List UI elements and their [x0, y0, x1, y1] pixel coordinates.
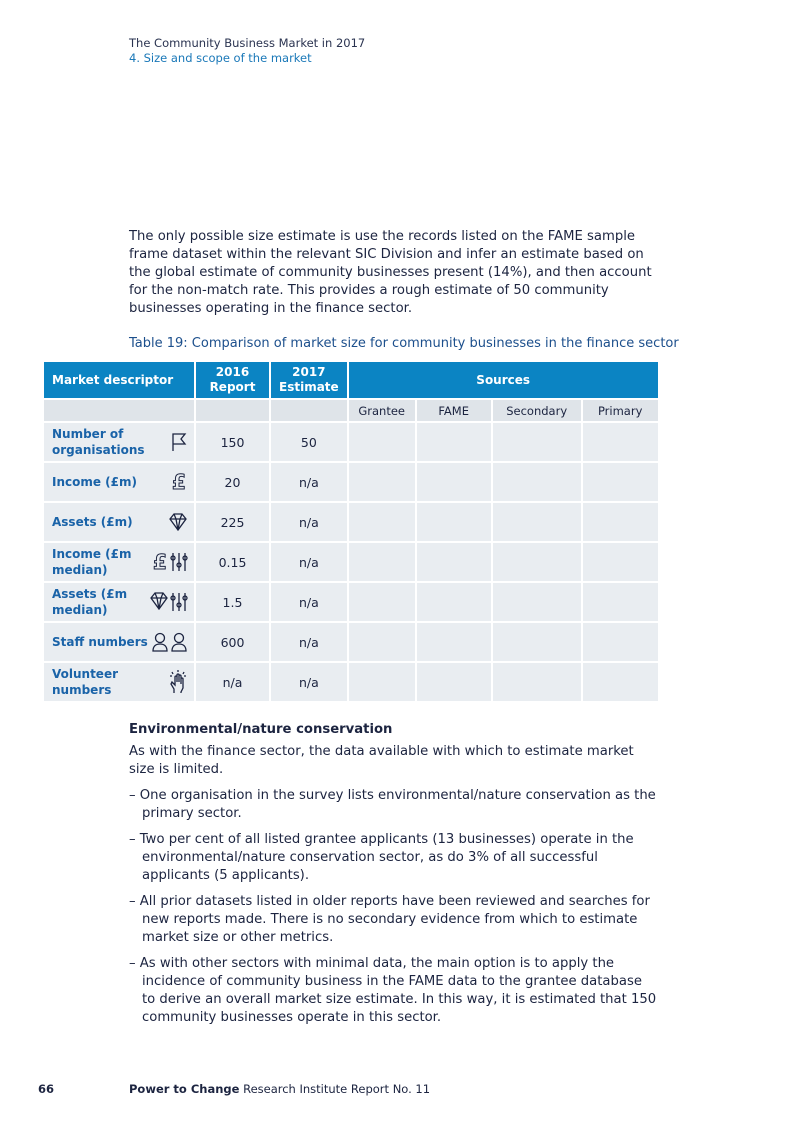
- cell-primary: [582, 583, 658, 621]
- table-row: Assets (£m) 225 n/a: [44, 503, 658, 541]
- value-2017: n/a: [271, 543, 347, 581]
- header-sources: Sources: [348, 362, 658, 398]
- value-2016: 20: [196, 463, 269, 501]
- value-2016: 1.5: [196, 583, 269, 621]
- value-2016: 0.15: [196, 543, 269, 581]
- environmental-section: Environmental/nature conservation As wit…: [129, 722, 659, 1035]
- value-2016: 150: [196, 423, 269, 461]
- row-label: Number of organisations: [44, 423, 194, 461]
- table-row: Number of organisations 150 50: [44, 423, 658, 461]
- cell-fame: [416, 503, 491, 541]
- section-title: 4. Size and scope of the market: [129, 51, 312, 65]
- cell-secondary: [492, 543, 581, 581]
- header-descriptor: Market descriptor: [44, 362, 194, 398]
- cell-fame: [416, 423, 491, 461]
- cell-secondary: [492, 423, 581, 461]
- table-row: Assets (£m median) 1.5 n/a: [44, 583, 658, 621]
- cell-fame: [416, 663, 491, 701]
- sources-subheader: Grantee FAME Secondary Primary: [44, 400, 658, 421]
- cell-grantee: [348, 423, 415, 461]
- cell-primary: [582, 663, 658, 701]
- cell-secondary: [492, 503, 581, 541]
- cell-primary: [582, 503, 658, 541]
- value-2017: n/a: [271, 463, 347, 501]
- value-2016: 225: [196, 503, 269, 541]
- value-2017: n/a: [271, 623, 347, 661]
- table-row: Staff numbers 600 n/a: [44, 623, 658, 661]
- table-row: Income (£m median) £ 0.15 n/a: [44, 543, 658, 581]
- value-2017: n/a: [271, 583, 347, 621]
- running-header: The Community Business Market in 2017 4.…: [129, 36, 365, 66]
- people-icon: [151, 632, 188, 652]
- footer-text: Power to Change Research Institute Repor…: [129, 1082, 431, 1096]
- pound-sliders-icon: £: [151, 551, 188, 573]
- section-paragraph: As with the finance sector, the data ava…: [129, 744, 634, 777]
- cell-grantee: [348, 543, 415, 581]
- market-size-table: Market descriptor 2016 Report 2017 Estim…: [42, 360, 660, 703]
- source-fame: FAME: [416, 400, 491, 421]
- svg-text:£: £: [153, 551, 167, 573]
- table-row: Income (£m) £ 20 n/a: [44, 463, 658, 501]
- cell-grantee: [348, 463, 415, 501]
- diamond-icon: [168, 512, 188, 532]
- intro-paragraph: The only possible size estimate is use t…: [129, 229, 652, 316]
- cell-secondary: [492, 583, 581, 621]
- bullet-item: – As with other sectors with minimal dat…: [129, 956, 657, 1025]
- source-grantee: Grantee: [348, 400, 415, 421]
- pound-icon: £: [170, 471, 188, 493]
- cell-primary: [582, 463, 658, 501]
- cell-fame: [416, 543, 491, 581]
- source-primary: Primary: [582, 400, 658, 421]
- cell-secondary: [492, 463, 581, 501]
- flag-icon: [170, 432, 188, 452]
- header-2017: 2017 Estimate: [271, 362, 347, 398]
- cell-grantee: [348, 503, 415, 541]
- document-title: The Community Business Market in 2017: [129, 36, 366, 50]
- cell-fame: [416, 463, 491, 501]
- section-heading: Environmental/nature conservation: [129, 722, 393, 737]
- page-number: 66: [38, 1082, 55, 1096]
- table-row: Volunteer numbers n/a n/a: [44, 663, 658, 701]
- value-2017: n/a: [271, 503, 347, 541]
- cell-primary: [582, 623, 658, 661]
- row-label: Income (£m) £: [44, 463, 194, 501]
- bullet-item: – One organisation in the survey lists e…: [129, 788, 656, 821]
- cell-grantee: [348, 583, 415, 621]
- row-label: Assets (£m): [44, 503, 194, 541]
- cell-grantee: [348, 663, 415, 701]
- cell-grantee: [348, 623, 415, 661]
- bullet-item: – All prior datasets listed in older rep…: [129, 894, 650, 945]
- value-2016: 600: [196, 623, 269, 661]
- cell-primary: [582, 423, 658, 461]
- cell-fame: [416, 623, 491, 661]
- cell-secondary: [492, 663, 581, 701]
- row-label: Volunteer numbers: [44, 663, 194, 701]
- cell-secondary: [492, 623, 581, 661]
- cell-fame: [416, 583, 491, 621]
- raised-hand-icon: [168, 670, 188, 694]
- bullet-item: – Two per cent of all listed grantee app…: [129, 832, 634, 883]
- row-label: Income (£m median) £: [44, 543, 194, 581]
- diamond-sliders-icon: [149, 591, 188, 613]
- value-2017: 50: [271, 423, 347, 461]
- svg-text:£: £: [172, 471, 186, 493]
- cell-primary: [582, 543, 658, 581]
- value-2017: n/a: [271, 663, 347, 701]
- value-2016: n/a: [196, 663, 269, 701]
- row-label: Staff numbers: [44, 623, 194, 661]
- source-secondary: Secondary: [492, 400, 581, 421]
- table-caption: Table 19: Comparison of market size for …: [129, 336, 679, 351]
- header-2016: 2016 Report: [196, 362, 269, 398]
- row-label: Assets (£m median): [44, 583, 194, 621]
